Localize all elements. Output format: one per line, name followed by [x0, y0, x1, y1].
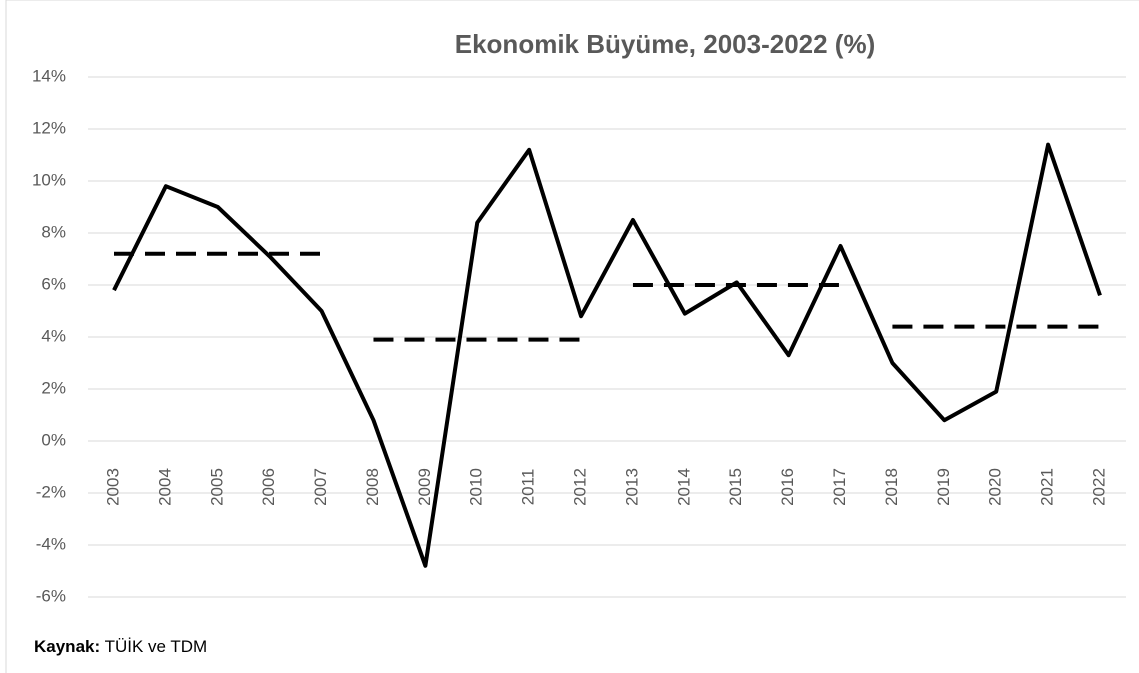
x-tick-label: 2013: [622, 468, 641, 506]
x-tick-label: 2007: [311, 468, 330, 506]
x-tick-label: 2005: [207, 468, 226, 506]
y-tick-label: -2%: [36, 482, 66, 501]
x-tick-label: 2006: [259, 468, 278, 506]
source-label: Kaynak:: [34, 637, 100, 656]
y-tick-label: 4%: [41, 326, 66, 345]
x-tick-label: 2017: [830, 468, 849, 506]
x-tick-label: 2014: [674, 468, 693, 506]
y-tick-label: -6%: [36, 586, 66, 605]
x-tick-label: 2020: [986, 468, 1005, 506]
y-tick-label: 8%: [41, 222, 66, 241]
x-tick-label: 2018: [882, 468, 901, 506]
growth-line: [112, 142, 1102, 568]
x-tick-label: 2019: [934, 468, 953, 506]
x-tick-label: 2015: [726, 468, 745, 506]
x-tick-label: 2008: [363, 468, 382, 506]
y-tick-label: 14%: [32, 66, 66, 85]
source-note: Kaynak: TÜİK ve TDM: [34, 637, 207, 656]
source-text: TÜİK ve TDM: [105, 637, 208, 656]
y-tick-label: 2%: [41, 378, 66, 397]
x-tick-label: 2009: [415, 468, 434, 506]
x-tick-label: 2004: [155, 468, 174, 506]
y-tick-label: 10%: [32, 170, 66, 189]
x-tick-label: 2003: [103, 468, 122, 506]
x-tick-label: 2022: [1089, 468, 1108, 506]
chart-title: Ekonomik Büyüme, 2003-2022 (%): [455, 29, 876, 59]
y-tick-label: -4%: [36, 534, 66, 553]
y-tick-label: 12%: [32, 118, 66, 137]
x-tick-label: 2016: [778, 468, 797, 506]
x-tick-label: 2012: [571, 468, 590, 506]
x-tick-label: 2010: [467, 468, 486, 506]
x-tick-label: 2011: [519, 469, 538, 506]
y-tick-label: 0%: [41, 430, 66, 449]
x-tick-label: 2021: [1038, 468, 1057, 506]
y-tick-label: 6%: [41, 274, 66, 293]
